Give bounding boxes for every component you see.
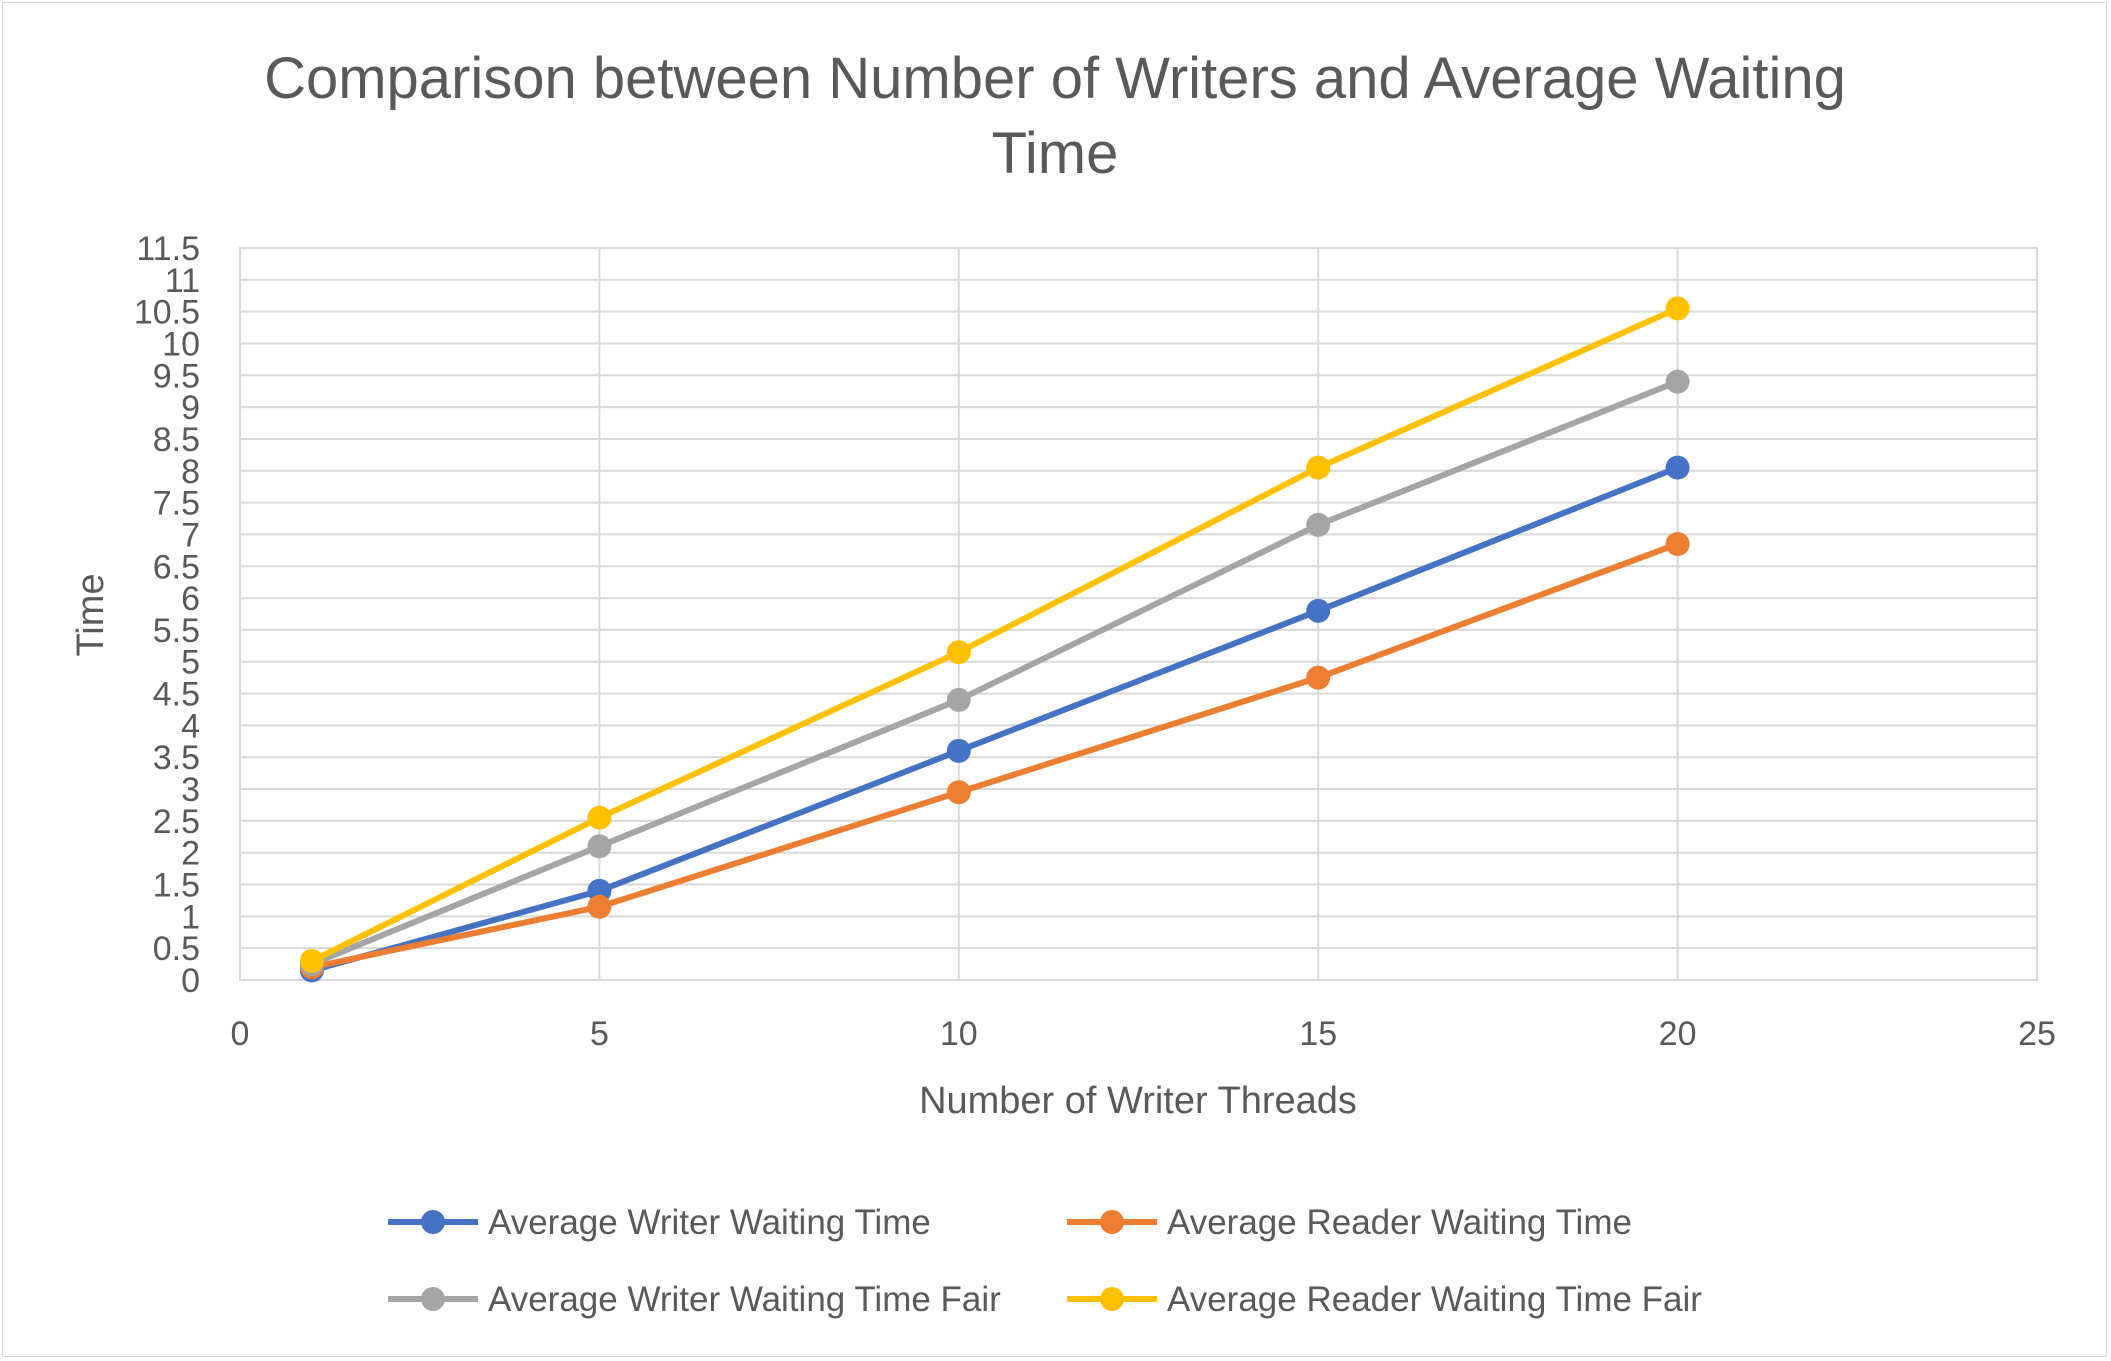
- y-tick-label: 11: [165, 262, 200, 300]
- x-tick-label: 20: [1659, 1015, 1697, 1053]
- series-line-2: [311, 541, 1679, 971]
- y-tick-label: 9.5: [153, 357, 200, 395]
- y-tick-label: 7.5: [153, 485, 200, 523]
- legend-marker-2: [1100, 1210, 1124, 1234]
- y-tick-label: 8.5: [153, 421, 200, 459]
- plot-area-border: [239, 247, 2038, 981]
- series-2-point: [946, 780, 971, 805]
- legend: Average Writer Waiting Time Average Reade…: [388, 1203, 1702, 1319]
- y-tick-labels: 00.511.522.533.544.555.566.577.588.599.5…: [134, 230, 200, 1000]
- series-line-1: [311, 464, 1679, 974]
- series-3-point: [1665, 369, 1690, 394]
- legend-marker-4: [1100, 1287, 1124, 1311]
- series-3-point: [1306, 512, 1331, 537]
- y-tick-label: 5: [181, 644, 200, 682]
- chart-title-line2: Time: [992, 121, 1119, 186]
- series-3-point: [587, 834, 612, 859]
- series-2-point: [587, 894, 612, 919]
- x-tick-label: 0: [231, 1015, 250, 1053]
- y-tick-label: 1.5: [153, 867, 200, 905]
- legend-marker-3: [421, 1287, 445, 1311]
- x-tick-label: 5: [590, 1015, 609, 1053]
- series-4-point: [1306, 455, 1331, 480]
- y-tick-label: 1: [181, 898, 200, 936]
- y-tick-label: 6: [181, 580, 200, 618]
- y-tick-label: 4: [181, 707, 200, 745]
- x-tick-label: 15: [1299, 1015, 1337, 1053]
- chart-title-line1: Comparison between Number of Writers and…: [264, 46, 1846, 111]
- series-1-point: [1665, 455, 1690, 480]
- y-tick-label: 3.5: [153, 739, 200, 777]
- y-axis-title: Time: [70, 573, 112, 656]
- y-tick-label: 3: [181, 771, 200, 809]
- series-2-point: [1306, 665, 1331, 690]
- y-tick-label: 10.5: [134, 294, 200, 332]
- legend-label-1: Average Writer Waiting Time: [488, 1203, 931, 1242]
- legend-label-3: Average Writer Waiting Time Fair: [488, 1280, 1001, 1319]
- x-tick-label: 25: [2018, 1015, 2056, 1053]
- legend-marker-1: [421, 1210, 445, 1234]
- y-tick-label: 2: [181, 835, 200, 873]
- series-2-point: [1665, 531, 1690, 556]
- y-tick-label: 11.5: [136, 230, 200, 268]
- legend-label-4: Average Reader Waiting Time Fair: [1167, 1280, 1702, 1319]
- y-tick-label: 8: [181, 453, 200, 491]
- series-layer: [299, 296, 1690, 983]
- y-tick-label: 0: [181, 962, 200, 1000]
- y-tick-label: 5.5: [153, 612, 200, 650]
- y-tick-label: 9: [181, 389, 200, 427]
- x-tick-labels: 0 5 10 15 20 25: [231, 1015, 2056, 1053]
- y-tick-label: 10: [162, 325, 200, 363]
- x-axis-title: Number of Writer Threads: [919, 1080, 1357, 1122]
- series-4-point: [587, 805, 612, 830]
- y-tick-label: 0.5: [153, 930, 200, 968]
- series-4-point: [1665, 296, 1690, 321]
- x-tick-label: 10: [940, 1015, 978, 1053]
- y-tick-label: 7: [181, 516, 200, 554]
- y-tick-label: 4.5: [153, 676, 200, 714]
- series-4-point: [299, 948, 324, 973]
- legend-label-2: Average Reader Waiting Time: [1167, 1203, 1632, 1242]
- series-3-point: [946, 687, 971, 712]
- series-1-point: [1306, 598, 1331, 623]
- series-line-3: [310, 378, 1679, 967]
- y-tick-label: 6.5: [153, 548, 200, 586]
- series-1-point: [946, 738, 971, 763]
- series-4-point: [946, 640, 971, 665]
- y-tick-label: 2.5: [153, 803, 200, 841]
